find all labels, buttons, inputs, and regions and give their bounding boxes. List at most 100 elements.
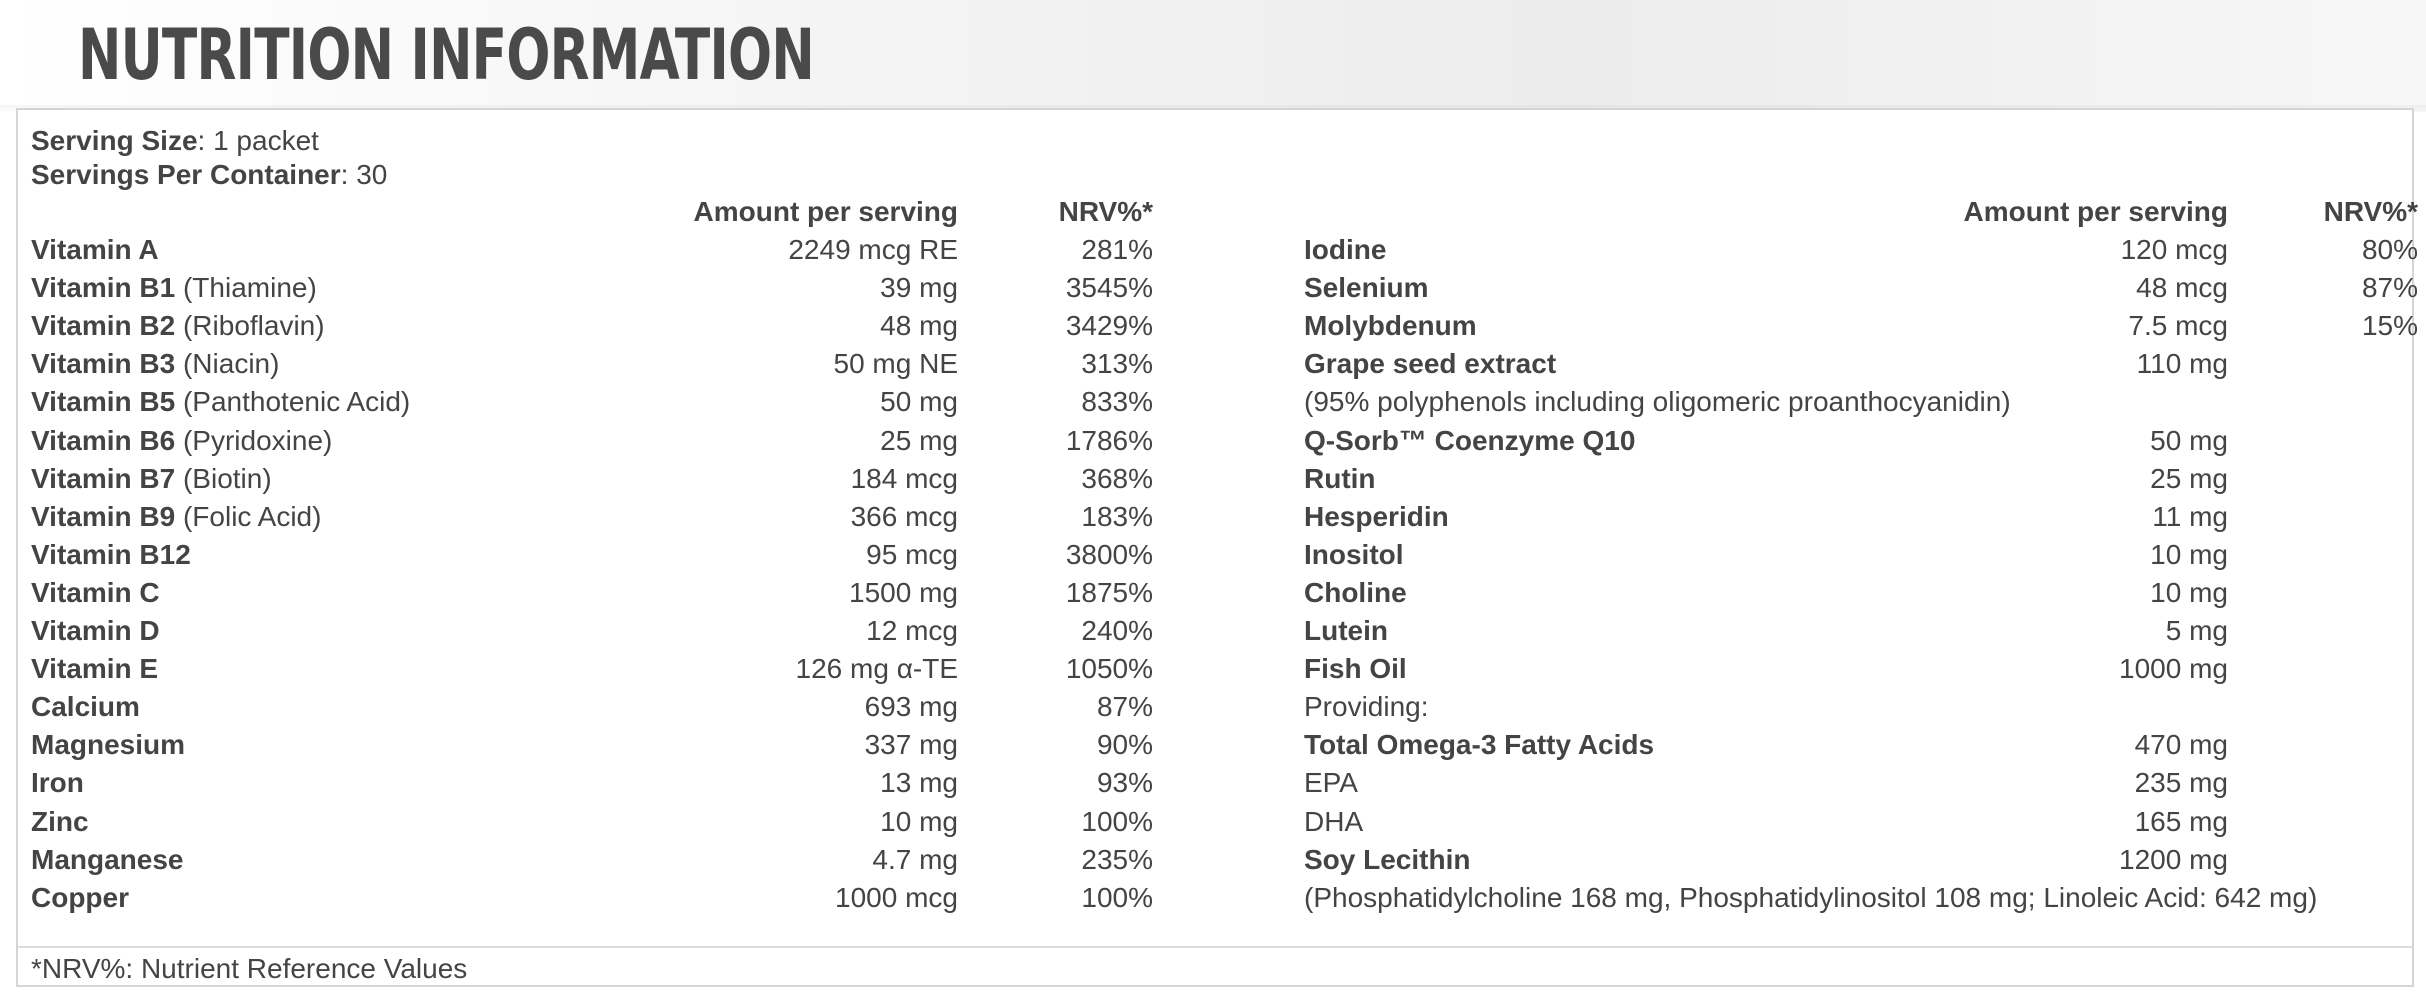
left-row-name: Vitamin A (31, 231, 159, 269)
left-row-nrv: 833% (1081, 386, 1153, 417)
left-row-name: Copper (31, 879, 129, 917)
nutrient-name: Vitamin E (31, 653, 159, 684)
right-row-amount: 10 mg (2150, 539, 2228, 570)
nutrient-detail: (Niacin) (175, 348, 280, 379)
left-nrv-header: NRV%* (1058, 196, 1153, 227)
left-row-name: Vitamin B12 (31, 536, 191, 574)
left-row-name: Zinc (31, 803, 89, 841)
nutrient-name: Vitamin B1 (31, 272, 176, 303)
servings-per-container-value: : 30 (340, 159, 388, 190)
left-row-nrv: 100% (1081, 806, 1153, 837)
right-row-name: Hesperidin (1304, 501, 1449, 532)
nutrient-name: Vitamin B7 (31, 463, 176, 494)
right-row-name: Choline (1304, 577, 1407, 608)
right-row-name: Lutein (1304, 615, 1388, 646)
nutrient-name: Magnesium (31, 729, 186, 760)
right-row-name: Fish Oil (1304, 653, 1407, 684)
right-row-amount: 120 mcg (2120, 234, 2228, 265)
left-row-name: Vitamin B9 (Folic Acid) (31, 498, 321, 536)
right-row-name: Soy Lecithin (1304, 844, 1471, 875)
right-row-amount: 1000 mg (2119, 653, 2228, 684)
nutrient-name: Vitamin B6 (31, 425, 176, 456)
servings-per-container-label: Servings Per Container (31, 159, 341, 190)
left-row-name: Vitamin B5 (Panthotenic Acid) (31, 383, 410, 421)
page-title: NUTRITION INFORMATION (78, 14, 815, 96)
left-row-amount: 39 mg (880, 272, 958, 303)
right-row-amount: 48 mcg (2136, 272, 2228, 303)
left-row-name: Calcium (31, 688, 140, 726)
right-row-name: Grape seed extract (1304, 348, 1557, 379)
right-row-name: Inositol (1304, 539, 1404, 570)
right-row-nrv: 15% (2361, 310, 2418, 341)
header-band (0, 0, 2426, 112)
right-row-amount: 10 mg (2150, 577, 2228, 608)
left-row-amount: 12 mcg (866, 615, 958, 646)
left-row-name: Vitamin B7 (Biotin) (31, 460, 272, 498)
right-row-name: Iodine (1304, 234, 1387, 265)
nutrient-name: Vitamin B2 (31, 310, 176, 341)
nutrient-name: Vitamin B3 (31, 348, 176, 379)
left-row-nrv: 183% (1081, 501, 1153, 532)
left-row-nrv: 100% (1081, 882, 1153, 913)
right-row-amount: 50 mg (2150, 425, 2228, 456)
footnote-divider (18, 946, 2412, 948)
nutrient-name: Manganese (31, 844, 184, 875)
serving-size-line: Serving Size: 1 packet (31, 122, 319, 160)
left-row-amount: 25 mg (880, 425, 958, 456)
right-row-name: (Phosphatidylcholine 168 mg, Phosphatidy… (1304, 882, 2318, 913)
left-row-amount: 2249 mcg RE (788, 234, 958, 265)
left-row-name: Vitamin B3 (Niacin) (31, 345, 279, 383)
left-nutrient-list: Vitamin A 2249 mcg RE 281% Vitamin B1 (Thia… (18, 110, 2412, 985)
nutrient-name: Copper (31, 882, 129, 913)
left-row-amount: 366 mcg (850, 501, 958, 532)
nutrient-detail: (Thiamine) (175, 272, 317, 303)
left-row-nrv: 281% (1081, 234, 1153, 265)
left-row-nrv: 240% (1081, 615, 1153, 646)
nutrient-name: Calcium (31, 691, 140, 722)
left-row-amount: 126 mg α-TE (795, 653, 958, 684)
left-row-name: Vitamin E (31, 650, 158, 688)
left-row-nrv: 3800% (1065, 539, 1153, 570)
left-row-amount: 50 mg NE (833, 348, 959, 379)
nutrient-detail: (Panthotenic Acid) (175, 386, 411, 417)
left-row-amount: 4.7 mg (872, 844, 958, 875)
nutrient-name: Vitamin D (31, 615, 160, 646)
left-row-nrv: 3429% (1065, 310, 1153, 341)
left-row-amount: 50 mg (880, 386, 958, 417)
right-row-name: EPA (1304, 767, 1358, 798)
right-row-name: Total Omega-3 Fatty Acids (1304, 729, 1655, 760)
right-row-amount: 470 mg (2134, 729, 2228, 760)
servings-per-container-line: Servings Per Container: 30 (31, 156, 387, 194)
left-row-nrv: 93% (1096, 767, 1153, 798)
left-row-name: Vitamin B2 (Riboflavin) (31, 307, 325, 345)
nutrient-detail: (Biotin) (175, 463, 272, 494)
right-row-nrv: 87% (2361, 272, 2418, 303)
left-row-name: Vitamin D (31, 612, 160, 650)
right-row-name: Selenium (1304, 272, 1429, 303)
nutrient-name: Vitamin B9 (31, 501, 176, 532)
left-row-name: Iron (31, 764, 84, 802)
nutrient-detail: (Folic Acid) (175, 501, 322, 532)
nutrient-name: Iron (31, 767, 84, 798)
right-row-name: (95% polyphenols including oligomeric pr… (1304, 386, 2011, 417)
serving-size-value: : 1 packet (197, 125, 319, 156)
left-row-nrv: 368% (1081, 463, 1153, 494)
right-nutrient-list: Iodine 120 mcg 80% Selenium 48 mcg 87% Molybde… (18, 110, 2418, 985)
right-row-name: Molybdenum (1304, 310, 1477, 341)
nutrient-detail: (Riboflavin) (175, 310, 325, 341)
left-row-nrv: 1786% (1065, 425, 1153, 456)
nutrient-name: Vitamin C (31, 577, 160, 608)
right-row-name: Providing: (1304, 691, 1429, 722)
left-amount-header: Amount per serving (693, 196, 958, 227)
right-row-name: Q-Sorb™ Coenzyme Q10 (1304, 425, 1636, 456)
nutrient-name: Vitamin A (31, 234, 159, 265)
serving-size-label: Serving Size (31, 125, 198, 156)
left-row-nrv: 90% (1096, 729, 1153, 760)
left-row-name: Vitamin C (31, 574, 160, 612)
left-row-amount: 693 mg (864, 691, 958, 722)
right-row-amount: 235 mg (2134, 767, 2228, 798)
nutrition-panel: Serving Size: 1 packet Servings Per Cont… (16, 108, 2418, 987)
left-row-amount: 1000 mcg (835, 882, 958, 913)
left-row-nrv: 3545% (1065, 272, 1153, 303)
nutrient-name: Vitamin B12 (31, 539, 191, 570)
